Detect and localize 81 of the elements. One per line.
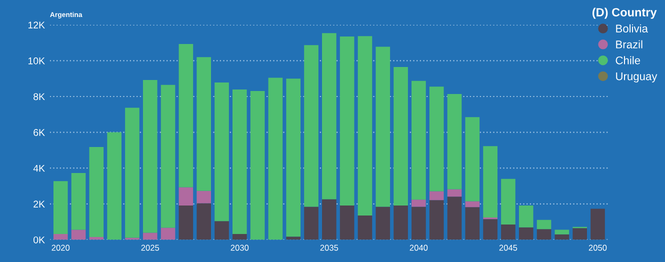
bar (286, 78, 301, 237)
x-tick-label: 2025 (141, 244, 160, 251)
bar (250, 90, 265, 240)
legend-title: (D) Country (592, 8, 657, 19)
y-tick-label: 10K (28, 57, 45, 64)
bar (89, 237, 104, 240)
bar (447, 196, 462, 240)
bar (447, 94, 462, 190)
bar (107, 132, 122, 240)
bar (304, 206, 318, 240)
bar (53, 234, 68, 240)
bar (376, 206, 390, 240)
x-tick-label: 2035 (320, 244, 338, 251)
bar (412, 206, 426, 240)
bar (358, 36, 372, 216)
bar (178, 187, 194, 206)
bar (483, 219, 498, 240)
bar (160, 228, 176, 240)
bar (214, 221, 229, 240)
bar (142, 232, 158, 240)
bar (268, 78, 283, 240)
bar (340, 206, 354, 240)
bar (178, 44, 194, 188)
bar (554, 230, 570, 234)
bar (394, 206, 408, 240)
bar (429, 200, 444, 240)
bar (536, 220, 552, 230)
x-tick-label: 2050 (588, 244, 607, 251)
bar (71, 230, 86, 240)
bar (322, 33, 336, 200)
bar (429, 191, 444, 200)
bar (518, 206, 534, 228)
bar (501, 178, 516, 225)
bar (196, 203, 212, 240)
bar (465, 207, 480, 240)
bar (125, 108, 140, 238)
bar (394, 66, 408, 206)
bar (554, 234, 570, 240)
bar (412, 80, 426, 200)
bar (465, 117, 480, 202)
y-tick-label: 0K (34, 236, 45, 244)
bar (71, 172, 86, 230)
bar (89, 146, 104, 238)
bar (286, 236, 301, 240)
bar (429, 86, 444, 192)
bar (572, 228, 587, 240)
bar (304, 45, 318, 207)
bar (340, 36, 354, 206)
x-tick-label: 2030 (230, 244, 249, 251)
bar (536, 229, 552, 240)
legend-label: Brazil (616, 40, 642, 48)
bar (142, 80, 158, 233)
bar (232, 90, 247, 234)
bar (501, 224, 516, 240)
x-tick-label: 2045 (499, 244, 518, 251)
y-tick-label: 8K (34, 93, 45, 100)
bar (214, 82, 229, 222)
legend-label: Uruguay (616, 72, 658, 82)
bar (232, 234, 247, 240)
bar (160, 84, 176, 228)
bar (412, 200, 426, 207)
legend-label: Chile (616, 56, 640, 64)
bar (465, 201, 480, 208)
x-tick-label: 2040 (410, 244, 428, 251)
legend-label: Bolivia (616, 24, 648, 32)
bar (53, 181, 68, 234)
y-tick-label: 2K (34, 200, 45, 208)
bar (518, 227, 534, 240)
bar (178, 206, 194, 240)
bar (196, 57, 212, 191)
bar (358, 216, 372, 240)
y-tick-label: 6K (34, 129, 45, 136)
x-tick-label: 2020 (52, 244, 70, 251)
y-tick-label: 12K (28, 22, 45, 28)
bar (483, 146, 498, 218)
y-tick-label: 4K (33, 164, 45, 172)
bar (447, 189, 462, 197)
bar (590, 208, 605, 240)
bar (376, 46, 390, 207)
bar (322, 199, 336, 240)
bar (196, 190, 212, 204)
